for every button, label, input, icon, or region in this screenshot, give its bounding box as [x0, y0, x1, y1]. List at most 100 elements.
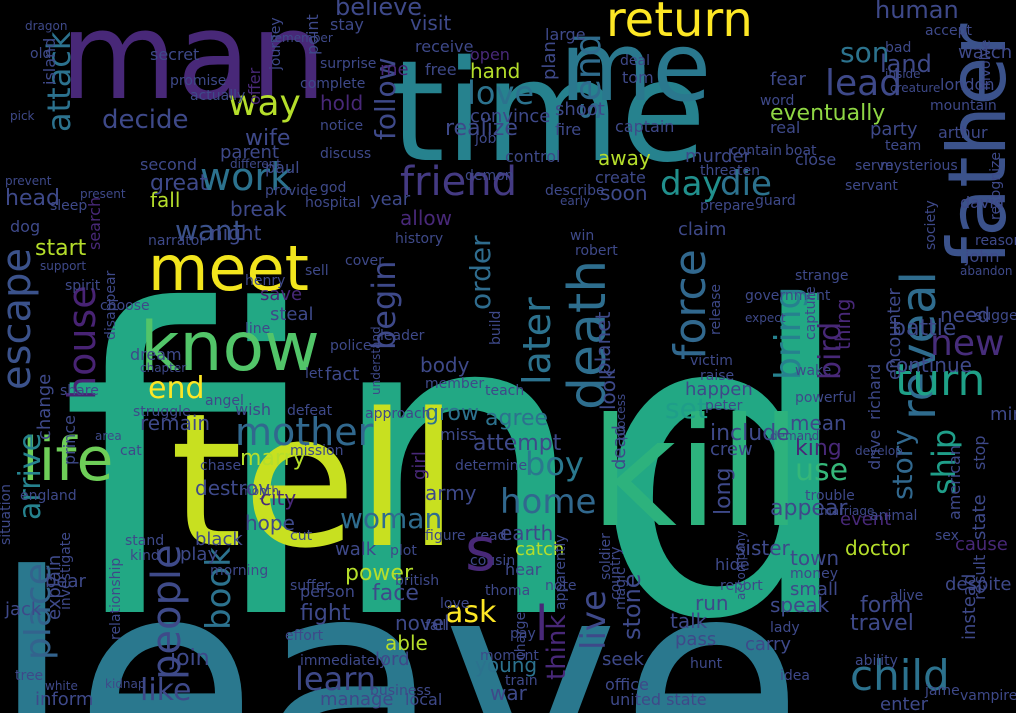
cloud-word: recognize [988, 152, 1004, 220]
cloud-word: arrive [13, 433, 48, 520]
cloud-word: close [795, 150, 836, 169]
cloud-word: use [795, 453, 848, 488]
cloud-word: power [345, 561, 414, 586]
cloud-word: money [790, 566, 838, 582]
cloud-word: england [20, 488, 77, 504]
cloud-word: creature [890, 81, 940, 95]
cloud-word: instead [959, 574, 980, 640]
cloud-word: marry [240, 446, 306, 471]
cloud-word: vampire [960, 688, 1016, 704]
cloud-word: me [380, 59, 409, 80]
cloud-word: hide [715, 555, 750, 574]
cloud-word: win [570, 228, 594, 244]
cloud-word: join [169, 646, 210, 671]
cloud-word: fall [150, 188, 180, 212]
cloud-word: magic [613, 567, 629, 610]
cloud-word: end [148, 371, 205, 406]
cloud-word: manage [320, 689, 394, 710]
cloud-word: long [711, 468, 736, 515]
cloud-word: charge [513, 612, 529, 660]
cloud-word: reason [975, 233, 1016, 249]
cloud-word: mysterious [880, 158, 958, 174]
cloud-word: paul [265, 158, 300, 177]
cloud-word: follow [369, 57, 402, 140]
cloud-word: dragon [25, 19, 67, 33]
cloud-word: month [240, 484, 279, 498]
cloud-word: small [790, 579, 838, 600]
cloud-word: accept [925, 23, 972, 39]
cloud-word: david [960, 193, 1004, 212]
cloud-word: teach [485, 383, 524, 399]
cloud-word: realize [445, 116, 518, 141]
cloud-word: secret [150, 45, 199, 64]
cloud-word: earth [500, 521, 553, 545]
cloud-word: immediately [300, 653, 387, 669]
cloud-word: office [605, 675, 649, 694]
cloud-word: life [22, 425, 113, 495]
cloud-word: alive [890, 588, 923, 604]
cloud-word: love [467, 74, 534, 112]
cloud-word: man [60, 0, 326, 127]
cloud-word: cut [290, 528, 313, 544]
cloud-word: abandon [960, 264, 1013, 278]
cloud-word: away [598, 146, 651, 170]
cloud-word: mind [990, 404, 1016, 425]
cloud-word: town [790, 546, 839, 570]
cloud-word: think [542, 615, 572, 680]
cloud-word: doctor [845, 536, 910, 560]
cloud-word: powerful [795, 390, 856, 406]
cloud-word: way [228, 83, 301, 124]
cloud-word: live [574, 590, 614, 650]
cloud-word: mother [235, 410, 374, 454]
cloud-word: miss [440, 425, 477, 444]
cloud-word: land [880, 50, 932, 78]
cloud-word: suffer [290, 578, 330, 594]
cloud-word: agree [485, 406, 548, 431]
cloud-word: mission [290, 443, 343, 459]
cloud-word: trouble [805, 488, 855, 504]
cloud-word: encounter [884, 288, 905, 380]
cloud-word: person [300, 582, 355, 601]
cloud-word: mountain [930, 98, 997, 114]
cloud-word: remain [140, 411, 210, 435]
cloud-word: meet [148, 232, 309, 305]
cloud-word: learn [295, 660, 376, 698]
cloud-word: approach [365, 406, 431, 422]
cloud-word: pick [10, 109, 35, 123]
cloud-word: pass [675, 629, 716, 650]
cloud-word: cover [345, 253, 384, 269]
cloud-word: planet [591, 312, 615, 375]
cloud-word: spirit [65, 278, 101, 294]
cloud-word: accompany [734, 531, 748, 600]
cloud-word: chase [200, 458, 241, 474]
cloud-word: carry [745, 634, 791, 655]
cloud-word: promise [170, 73, 226, 89]
cloud-word: demand [770, 429, 819, 443]
cloud-word: wife [245, 126, 290, 151]
cloud-word: ability [855, 653, 898, 669]
cloud-word: hunt [690, 656, 723, 672]
cloud-word: son [840, 36, 889, 69]
cloud-word: arthur [938, 123, 988, 142]
cloud-word: run [695, 591, 729, 615]
cloud-word: henry [245, 273, 285, 289]
cloud-word: animal [870, 508, 917, 524]
cloud-word: plan [539, 41, 560, 80]
cloud-word: order [464, 235, 497, 310]
cloud-word: capture [803, 286, 819, 340]
cloud-word: fall [425, 618, 446, 634]
cloud-word: battle [892, 316, 956, 341]
cloud-word: boy [525, 445, 584, 483]
cloud-word: talk [670, 609, 708, 633]
cloud-word: bad [885, 40, 911, 56]
cloud-word: continue [885, 353, 972, 377]
cloud-word: dead [609, 425, 630, 470]
cloud-word: find [60, 223, 857, 712]
cloud-word: start [35, 236, 87, 261]
cloud-word: house [60, 285, 104, 400]
cloud-word: catch [515, 539, 564, 560]
cloud-word: novel [395, 611, 450, 635]
cloud-word: open [470, 45, 510, 64]
